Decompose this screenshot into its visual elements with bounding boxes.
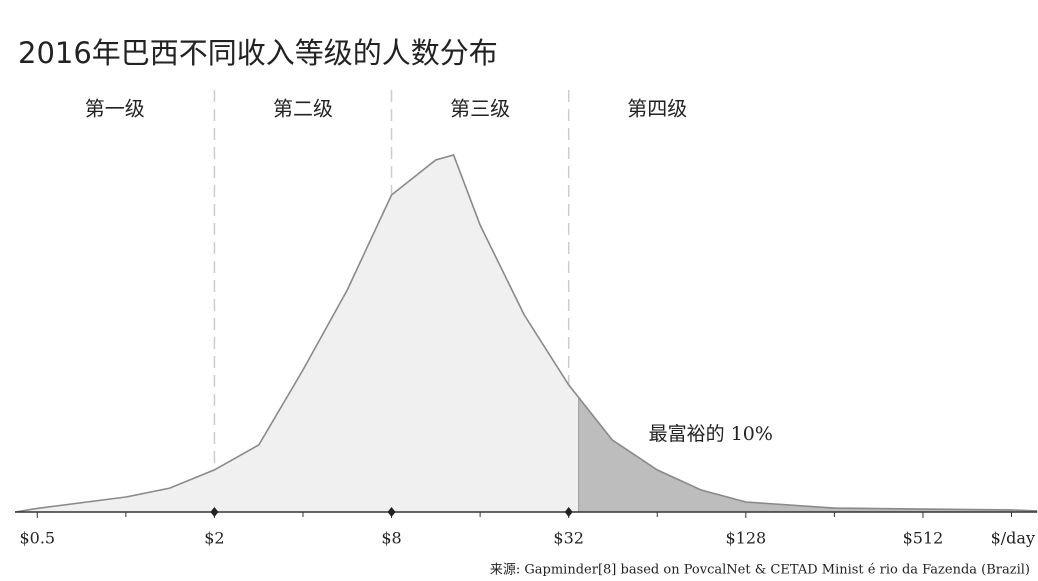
x-tick-label: $8 (381, 529, 401, 548)
bound-marker (210, 507, 219, 517)
x-axis-label: $/day (991, 529, 1035, 548)
level-label: 第三级 (450, 97, 510, 121)
area-line (14, 154, 1038, 513)
level-label: 第二级 (273, 97, 333, 121)
highlight-area (578, 396, 1038, 513)
bound-marker (564, 507, 573, 517)
x-tick-label: $512 (903, 529, 944, 548)
area-fill (15, 155, 1037, 512)
source-note: 来源: Gapminder[8] based on PovcalNet & CE… (490, 563, 1030, 578)
chart-title: 2016年巴西不同收入等级的人数分布 (18, 36, 498, 70)
highlight-label: 最富裕的 10% (649, 423, 773, 445)
x-tick-label: $128 (725, 529, 766, 548)
x-tick-label: $2 (204, 529, 224, 548)
bound-marker (387, 507, 396, 517)
x-tick-label: $32 (553, 529, 584, 548)
x-tick-label: $0.5 (19, 529, 55, 548)
level-label: 第四级 (627, 97, 687, 121)
level-label: 第一级 (85, 97, 145, 121)
